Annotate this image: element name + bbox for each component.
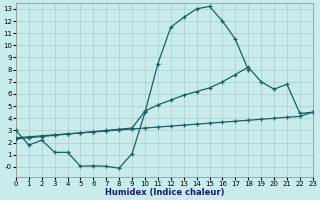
X-axis label: Humidex (Indice chaleur): Humidex (Indice chaleur) bbox=[105, 188, 224, 197]
